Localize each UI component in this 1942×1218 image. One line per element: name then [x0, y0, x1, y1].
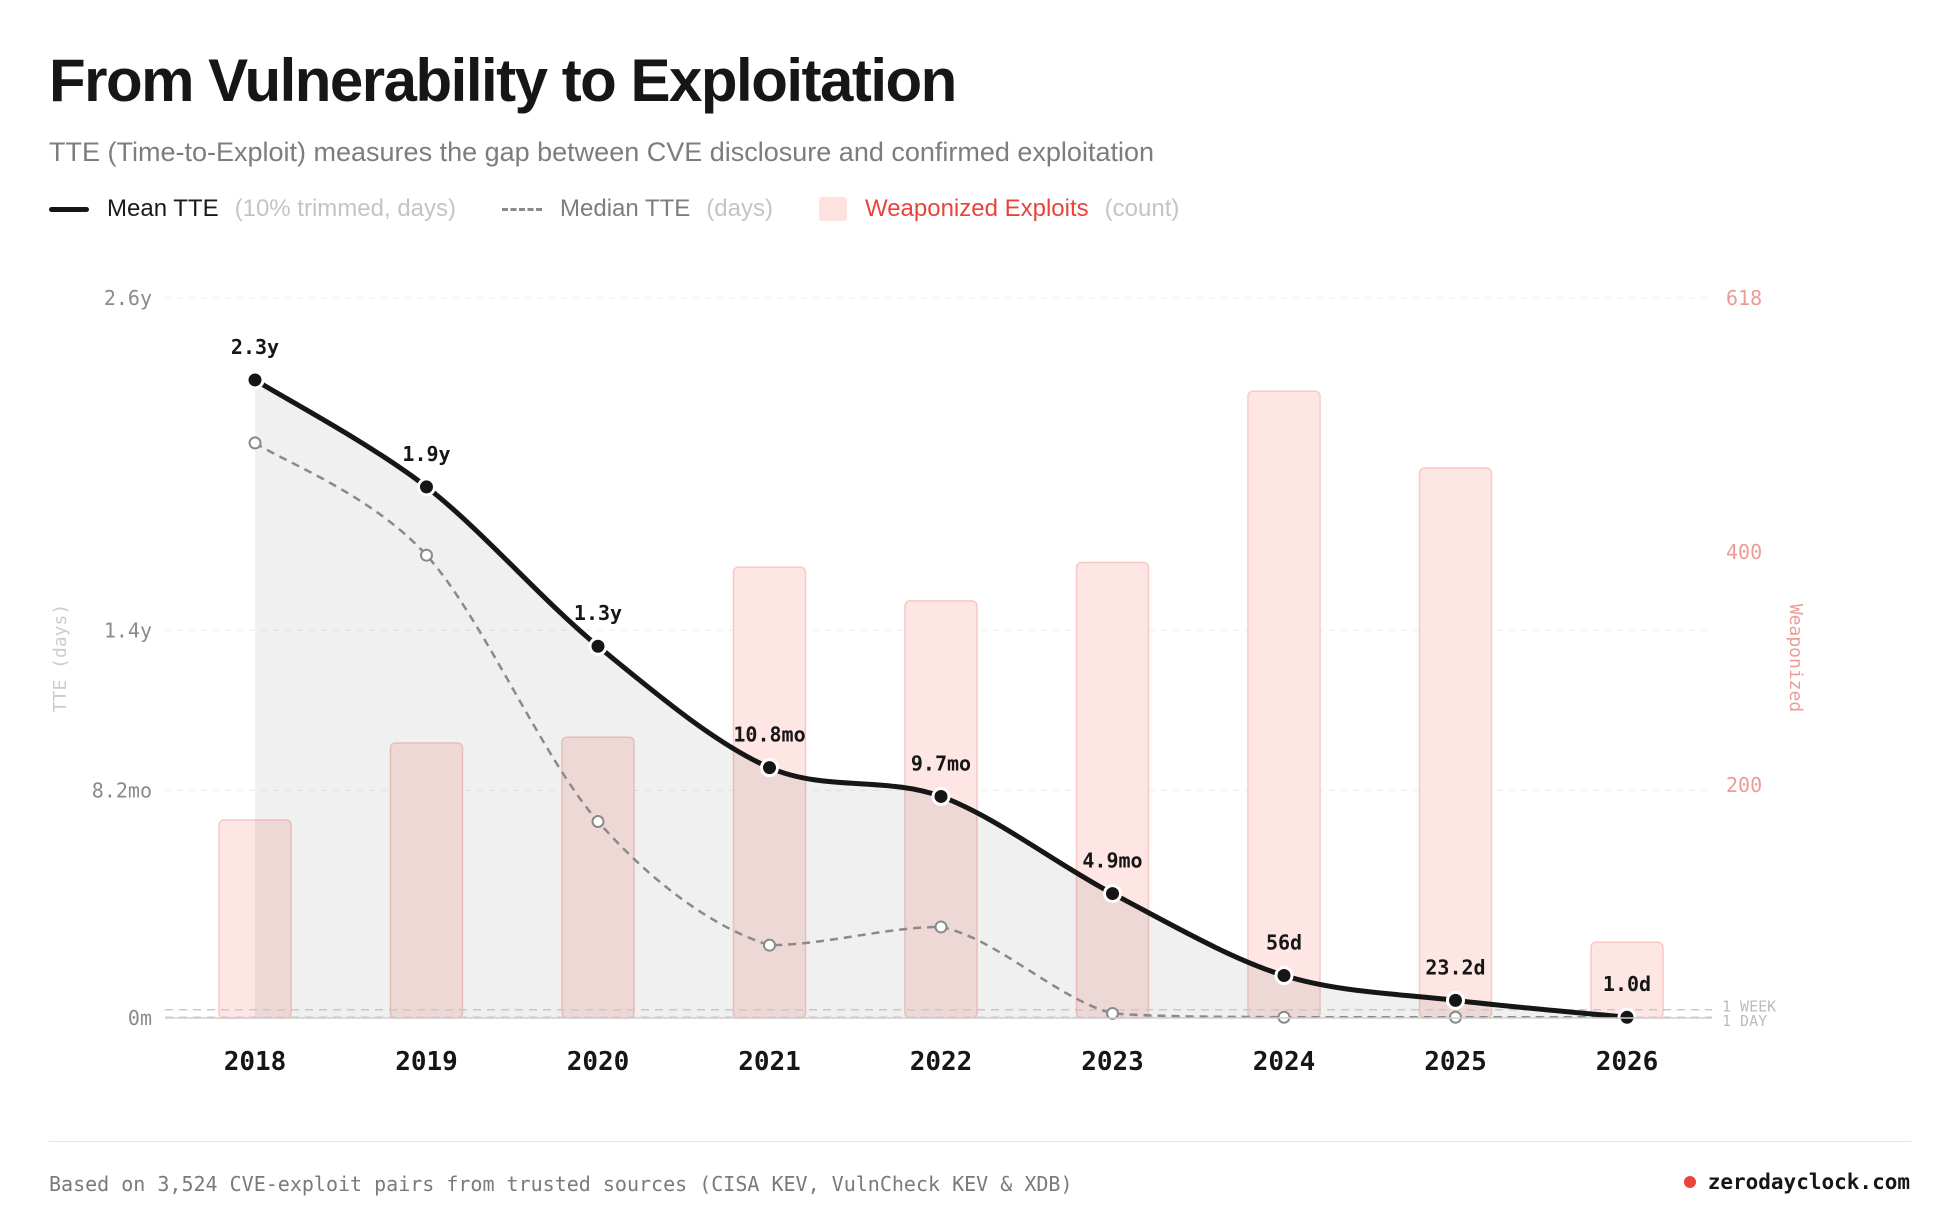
footer-brand-label: zerodayclock.com	[1707, 1170, 1910, 1194]
mean-line-swatch	[49, 206, 89, 212]
x-tick-label: 2021	[738, 1047, 801, 1077]
right-tick-label: 618	[1726, 286, 1762, 310]
x-tick-label: 2024	[1253, 1047, 1316, 1077]
mean-point	[588, 636, 608, 656]
x-tick-label: 2019	[395, 1047, 458, 1077]
median-dash-swatch	[502, 207, 542, 211]
mean-data-label: 9.7mo	[911, 751, 971, 775]
labels-layer: 2.3y 1.9y 1.3y 10.8mo 9.7mo 4.9mo 56d 23.2d 1.0d	[231, 335, 1651, 996]
y-axis-title: TTE (days)	[50, 604, 71, 712]
footer-divider	[49, 1141, 1911, 1142]
legend-item-mean[interactable]: Mean TTE (10% trimmed, days)	[49, 195, 456, 223]
mean-data-label: 56d	[1266, 931, 1302, 955]
left-tick-label: 8.2mo	[92, 778, 152, 802]
legend-item-exploits[interactable]: Weaponized Exploits (count)	[818, 195, 1180, 223]
mean-point	[1617, 1007, 1637, 1027]
mean-data-label: 2.3y	[231, 335, 279, 359]
x-tick-label: 2022	[910, 1047, 973, 1077]
exploit-bar	[1247, 390, 1321, 1019]
mean-data-label: 1.3y	[574, 601, 622, 625]
mean-area	[255, 379, 1627, 1019]
legend-item-median[interactable]: Median TTE (days)	[502, 195, 773, 223]
legend-exploits-note: (count)	[1104, 195, 1180, 222]
mean-data-label: 23.2d	[1425, 955, 1485, 979]
mean-data-label: 10.8mo	[733, 723, 805, 747]
right-tick-label: 200	[1726, 773, 1762, 797]
mean-point	[245, 370, 265, 390]
x-tick-label: 2020	[567, 1047, 630, 1077]
y2-axis-title: Weaponized	[1785, 604, 1806, 712]
page-subtitle: TTE (Time-to-Exploit) measures the gap b…	[49, 137, 1154, 167]
footer-source-note: Based on 3,524 CVE-exploit pairs from tr…	[49, 1172, 1073, 1196]
mean-point	[931, 786, 951, 806]
legend-exploits-label: Weaponized Exploits	[864, 195, 1089, 222]
left-tick-label: 1.4y	[104, 618, 152, 642]
median-point	[420, 548, 433, 562]
median-point	[763, 938, 776, 952]
mean-data-label: 1.0d	[1603, 972, 1651, 996]
legend-median-label: Median TTE	[560, 195, 691, 222]
legend-mean-label: Mean TTE	[107, 195, 219, 222]
left-tick-label: 2.6y	[104, 286, 152, 310]
legend-median-note: (days)	[706, 195, 773, 222]
area-layer	[255, 379, 1627, 1019]
chart-legend: Mean TTE (10% trimmed, days) Median TTE …	[49, 194, 1225, 224]
left-tick-label: 0m	[128, 1006, 152, 1030]
median-point	[1449, 1010, 1462, 1024]
mean-data-label: 4.9mo	[1082, 849, 1142, 873]
footer-brand-link[interactable]: zerodayclock.com	[1683, 1170, 1910, 1194]
right-tick-label: 400	[1726, 540, 1762, 564]
mean-data-label: 1.9y	[402, 442, 450, 466]
mean-point	[1274, 966, 1294, 986]
axes-layer: 0m 8.2mo 1.4y 2.6y 200 400 618 TTE (days) Weapon…	[50, 286, 1806, 1077]
bars-layer	[218, 390, 1664, 1019]
legend-mean-note: (10% trimmed, days)	[234, 195, 456, 222]
median-line	[254, 441, 1627, 1019]
median-point	[934, 920, 948, 934]
brand-dot-icon	[1683, 1176, 1696, 1188]
reference-label: 1 DAY	[1722, 1012, 1767, 1030]
exploits-bar-swatch	[818, 197, 847, 221]
mean-point	[1446, 990, 1465, 1010]
page-title: From Vulnerability to Exploitation	[49, 47, 957, 114]
x-tick-label: 2018	[224, 1047, 287, 1077]
exploit-bar	[1418, 467, 1493, 1019]
reference-label: 1 WEEK	[1722, 998, 1776, 1016]
median-point	[1106, 1006, 1119, 1020]
median-point	[591, 814, 605, 828]
mean-point	[760, 758, 779, 778]
median-point	[1277, 1010, 1291, 1024]
x-tick-label: 2023	[1081, 1047, 1144, 1077]
mean-point	[417, 477, 436, 497]
x-tick-label: 2026	[1596, 1047, 1659, 1077]
mean-point	[1103, 884, 1122, 904]
median-point	[248, 436, 262, 450]
x-tick-label: 2025	[1424, 1047, 1487, 1077]
mean-layer	[245, 370, 1637, 1027]
